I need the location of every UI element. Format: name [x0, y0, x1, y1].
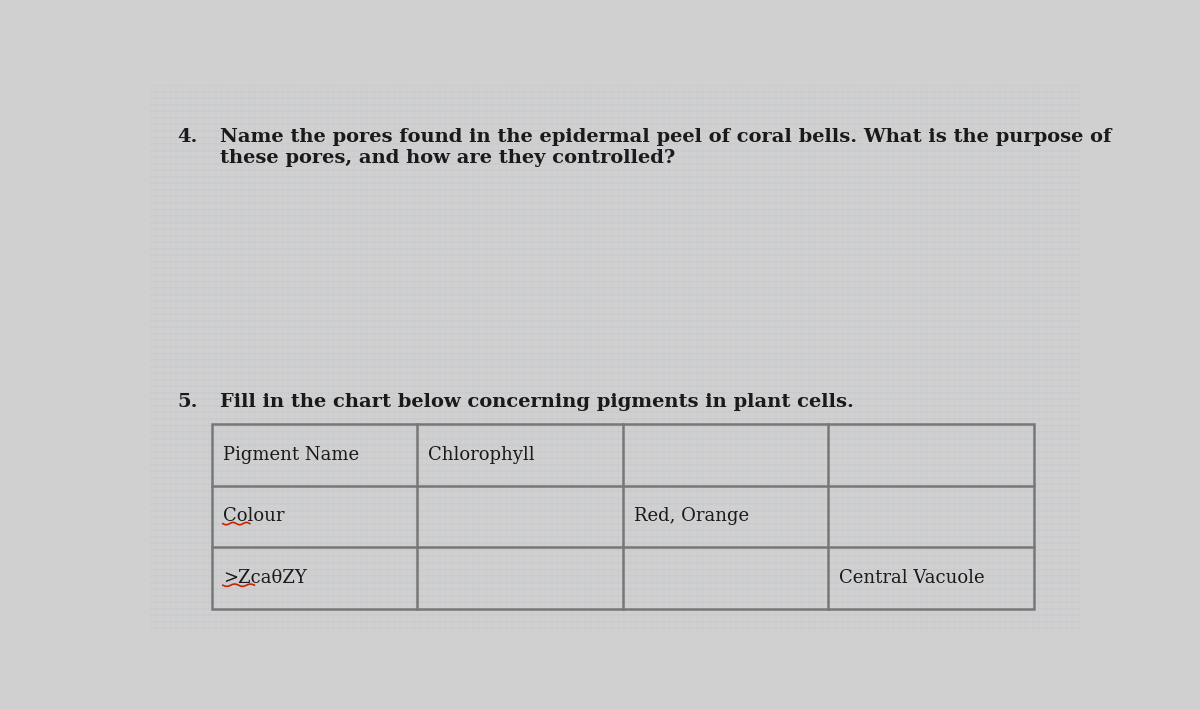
Text: Central Vacuole: Central Vacuole — [839, 569, 985, 587]
Text: Chlorophyll: Chlorophyll — [428, 446, 535, 464]
Text: Pigment Name: Pigment Name — [223, 446, 359, 464]
Text: Colour: Colour — [223, 508, 284, 525]
Text: >ZcaθZY: >ZcaθZY — [223, 569, 307, 587]
Text: 5.: 5. — [178, 393, 198, 411]
Text: these pores, and how are they controlled?: these pores, and how are they controlled… — [220, 149, 674, 167]
Text: Fill in the chart below concerning pigments in plant cells.: Fill in the chart below concerning pigme… — [220, 393, 853, 411]
Text: Red, Orange: Red, Orange — [634, 508, 749, 525]
Text: 4.: 4. — [178, 128, 198, 146]
Bar — [212, 424, 1033, 608]
Text: Name the pores found in the epidermal peel of coral bells. What is the purpose o: Name the pores found in the epidermal pe… — [220, 128, 1111, 146]
